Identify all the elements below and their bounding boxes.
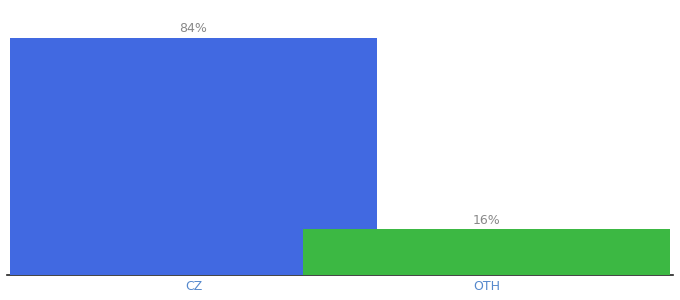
Text: 84%: 84% <box>180 22 207 35</box>
Bar <box>10 38 377 274</box>
Text: 16%: 16% <box>473 214 500 226</box>
Bar <box>303 230 670 274</box>
